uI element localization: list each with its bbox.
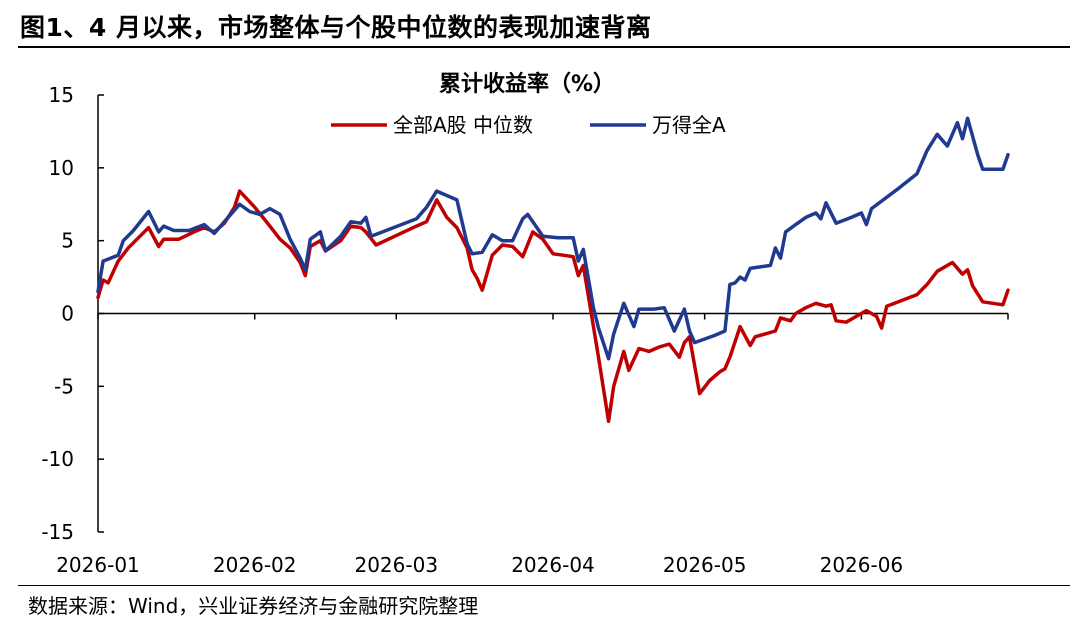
series-line-1: [96, 116, 1010, 361]
y-tick-label: 15: [49, 83, 74, 107]
source-rule: [18, 585, 1070, 586]
figure-title: 图1、4 月以来，市场整体与个股中位数的表现加速背离: [20, 13, 652, 42]
title-rule: [18, 46, 1070, 48]
y-tick-label: 5: [61, 229, 74, 253]
y-tick-label: -10: [41, 447, 74, 471]
x-tick-label: 2026-03: [354, 553, 438, 577]
y-tick-label: 0: [61, 302, 74, 326]
y-tick-label: -5: [54, 374, 74, 398]
x-axis-ticks: 2026-01 2026-02 2026-03 2026-04 2026-05 2026-…: [56, 313, 1009, 577]
x-tick-label: 2026-01: [56, 553, 140, 577]
legend-label-1: 万得全A: [652, 113, 726, 137]
chart-title: 累计收益率（%）: [439, 71, 615, 97]
source-note: 数据来源：Wind，兴业证券经济与金融研究院整理: [28, 594, 479, 618]
x-tick-label: 2026-05: [663, 553, 747, 577]
series-lines: [96, 116, 1010, 424]
y-tick-label: -15: [41, 520, 74, 544]
legend-label-0: 全部A股 中位数: [393, 113, 533, 137]
chart-legend: 全部A股 中位数 万得全A: [331, 113, 726, 137]
y-tick-label: 10: [49, 156, 74, 180]
x-tick-label: 2026-02: [213, 553, 297, 577]
y-axis-ticks: 15 10 5 0 -5 -10 -15: [41, 83, 104, 544]
line-chart: 累计收益率（%） 全部A股 中位数 万得全A 15 10 5 0 -5 -10 -15 202…: [41, 71, 1010, 577]
x-tick-label: 2026-06: [820, 553, 904, 577]
x-tick-label: 2026-04: [511, 553, 595, 577]
series-line-0: [96, 189, 1010, 424]
